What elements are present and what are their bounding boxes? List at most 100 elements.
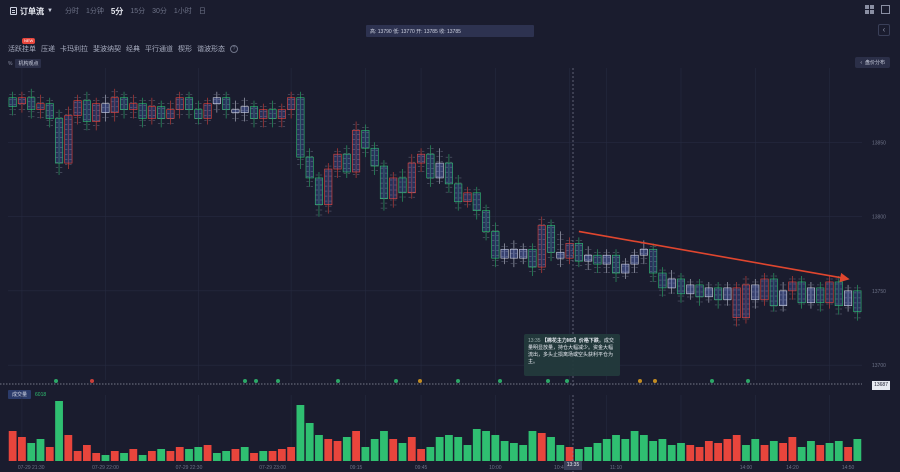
period-tab-30min[interactable]: 30分 (152, 7, 167, 15)
x-axis-tick-label: 07-29 23:00 (259, 465, 286, 471)
candle-body (27, 97, 36, 110)
indicator-camarilla[interactable]: 卡玛利拉 (60, 46, 88, 53)
candle (463, 186, 472, 208)
tooltip-time: 13:35 (528, 338, 541, 344)
candle-body (825, 281, 834, 304)
caret-down-icon: ▼ (47, 8, 53, 14)
candle (342, 145, 351, 178)
candle (324, 163, 333, 214)
grid-layout-icon[interactable] (865, 5, 874, 14)
candle (732, 281, 741, 327)
candle-body (203, 103, 212, 119)
candle (602, 249, 611, 274)
volume-chart[interactable]: 07-29 21:30 07-29 22:00 07-29 22:30 07-29 2… (0, 395, 900, 472)
y-axis-tick-label: 13700 (872, 363, 886, 369)
indicator-fibonacci[interactable]: 斐波纳契 (93, 46, 121, 53)
volume-bar (639, 435, 648, 461)
candle (17, 91, 26, 113)
candle (36, 94, 45, 119)
candle (27, 88, 36, 119)
period-tab-1hour[interactable]: 1小时 (173, 7, 192, 15)
volume-bar (110, 451, 119, 461)
top-bar: 订单流 ▼ 分时 1分钟 5分 15分 30分 1小时 日 (0, 0, 900, 22)
volume-bar (584, 447, 593, 461)
crosshair-time-label: 13:35 (564, 461, 582, 470)
candle (389, 172, 398, 208)
candle (398, 169, 407, 202)
candle-body (287, 97, 296, 110)
candle-body (788, 281, 797, 292)
volume-bar (621, 439, 630, 461)
indicator-wedge[interactable]: 楔形 (178, 46, 192, 53)
candle-body (129, 103, 138, 110)
indicator-active-orders[interactable]: 活跃挂单 NEW (8, 38, 36, 54)
candle-body (574, 243, 583, 262)
candle (92, 97, 101, 131)
indicator-classic[interactable]: 经典 (126, 46, 140, 53)
collapse-panel-button[interactable]: ‹ (878, 24, 890, 36)
price-distribution-label: 盘价分布 (864, 60, 885, 66)
volume-bar (519, 445, 528, 461)
candle-body (806, 287, 815, 304)
candle-body (361, 130, 370, 149)
signal-dot (710, 379, 714, 383)
volume-bar (445, 435, 453, 461)
candle (806, 281, 815, 309)
fullscreen-icon[interactable] (881, 5, 890, 14)
institution-view-toggle[interactable]: % 机构观点 (8, 59, 42, 68)
candle-body (342, 153, 351, 173)
indicator-parallel-channel[interactable]: 平行通道 (145, 46, 173, 53)
candle-body (333, 153, 342, 170)
volume-bar (398, 443, 407, 461)
candle-body (816, 287, 825, 304)
candle (166, 100, 175, 125)
candle (574, 237, 583, 268)
candle-body (222, 97, 231, 110)
candle-body (602, 254, 611, 265)
volume-bar (834, 441, 843, 461)
volume-bar (825, 443, 834, 461)
volume-bar (779, 443, 787, 461)
indicator-harmonic[interactable]: 谐波形态 (197, 46, 225, 53)
candle (314, 172, 323, 217)
signal-dot (336, 379, 340, 383)
period-tab-timeshare[interactable]: 分时 (64, 7, 79, 15)
candle (352, 121, 361, 178)
candle-body (277, 109, 286, 119)
period-tab-5min[interactable]: 5分 (110, 6, 124, 16)
candlestick-chart[interactable]: 13850 13800 13750 13700 (0, 68, 900, 386)
candle-body (695, 284, 704, 298)
candle-body (565, 243, 574, 259)
candle (120, 91, 129, 119)
candle-body (417, 153, 426, 164)
candle-body (82, 100, 91, 122)
period-tab-day[interactable]: 日 (198, 7, 206, 15)
signal-dot (546, 379, 550, 383)
candle (435, 148, 444, 184)
candle-body (73, 100, 82, 116)
candle-body (92, 103, 101, 122)
candle (379, 160, 388, 211)
price-distribution-button[interactable]: ‹ 盘价分布 (855, 57, 890, 68)
volume-bar (574, 449, 583, 461)
y-axis-tick-label: 13850 (872, 140, 886, 146)
candle (147, 97, 156, 125)
volume-bar (547, 437, 555, 461)
candle (231, 100, 240, 122)
candle-body (556, 251, 565, 259)
chevron-left-icon: ‹ (860, 59, 862, 66)
candle (277, 103, 286, 128)
candle-body (17, 97, 26, 104)
period-tab-1min[interactable]: 1分钟 (85, 7, 104, 15)
volume-bar (417, 449, 425, 461)
period-tab-15min[interactable]: 15分 (130, 7, 146, 15)
app-title-dropdown[interactable]: 订单流 ▼ (10, 6, 53, 17)
candle (64, 106, 73, 170)
help-icon[interactable]: ? (230, 45, 238, 53)
signal-dot (498, 379, 502, 383)
indicator-pressure[interactable]: 压递 (41, 46, 55, 53)
volume-indicator-select[interactable]: 成交量 (8, 390, 32, 399)
candle-body (491, 231, 500, 259)
candle-body (194, 109, 203, 119)
candle-body (482, 210, 491, 232)
